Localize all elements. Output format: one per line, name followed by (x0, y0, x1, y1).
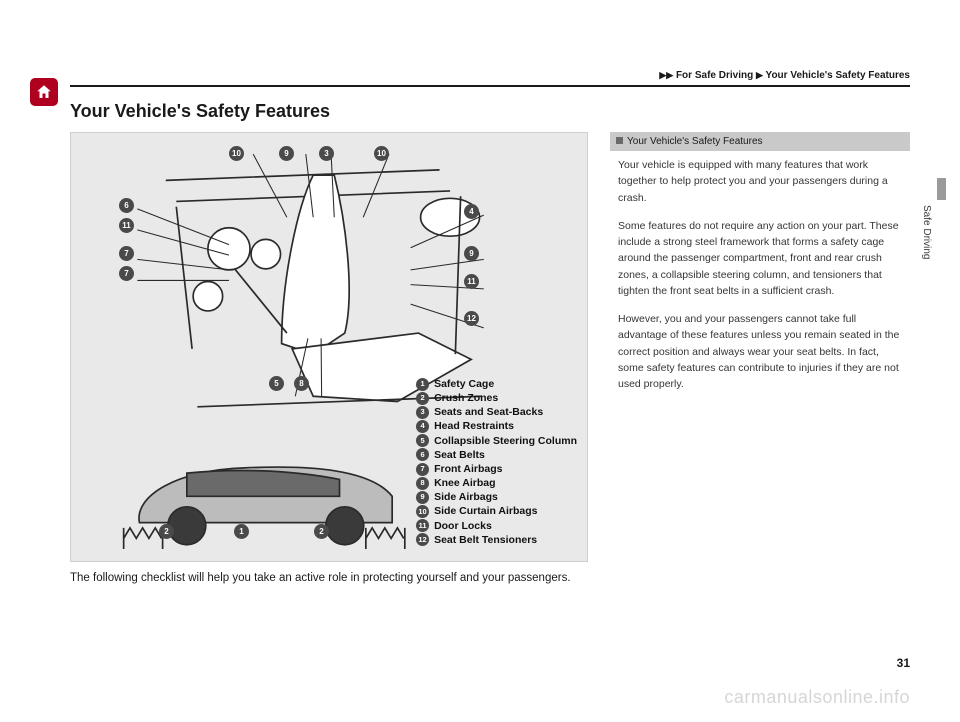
page-content: ▶▶ For Safe Driving ▶ Your Vehicle's Saf… (70, 70, 910, 682)
callout-bubble: 8 (294, 376, 309, 391)
legend-item: 10 Side Curtain Airbags (416, 504, 577, 518)
callout-bubble: 2 (314, 524, 329, 539)
legend-label: Seats and Seat-Backs (434, 405, 543, 419)
callout-bubble: 2 (159, 524, 174, 539)
info-header: Your Vehicle's Safety Features (610, 132, 910, 151)
callout-bubble: 9 (279, 146, 294, 161)
info-header-text: Your Vehicle's Safety Features (627, 136, 763, 147)
callout-bubble: 4 (464, 204, 479, 219)
callout-bubble: 10 (229, 146, 244, 161)
legend-label: Front Airbags (434, 462, 502, 476)
info-bullet-icon (616, 137, 623, 144)
legend-label: Safety Cage (434, 377, 494, 391)
legend-number-icon: 11 (416, 519, 429, 532)
legend-label: Seat Belt Tensioners (434, 533, 537, 547)
legend-number-icon: 5 (416, 434, 429, 447)
legend-item: 1 Safety Cage (416, 377, 577, 391)
legend-number-icon: 12 (416, 533, 429, 546)
callout-bubble: 9 (464, 246, 479, 261)
breadcrumb: ▶▶ For Safe Driving ▶ Your Vehicle's Saf… (70, 70, 910, 87)
legend-number-icon: 3 (416, 406, 429, 419)
legend-item: 6 Seat Belts (416, 448, 577, 462)
callout-bubble: 7 (119, 266, 134, 281)
info-paragraph: Some features do not require any action … (618, 218, 902, 299)
legend-number-icon: 1 (416, 378, 429, 391)
callout-bubble: 3 (319, 146, 334, 161)
callout-bubble: 1 (234, 524, 249, 539)
legend-label: Head Restraints (434, 419, 514, 433)
watermark: carmanualsonline.info (724, 687, 910, 708)
legend-label: Side Airbags (434, 490, 498, 504)
page-number: 31 (897, 656, 910, 670)
legend-number-icon: 6 (416, 448, 429, 461)
legend-label: Collapsible Steering Column (434, 434, 577, 448)
legend-number-icon: 10 (416, 505, 429, 518)
home-icon[interactable] (30, 78, 58, 106)
callout-bubble: 5 (269, 376, 284, 391)
legend-item: 9 Side Airbags (416, 490, 577, 504)
section-title: Your Vehicle's Safety Features (70, 101, 910, 122)
breadcrumb-arrow-icon: ▶ (756, 70, 763, 80)
legend-item: 8 Knee Airbag (416, 476, 577, 490)
legend-item: 3 Seats and Seat-Backs (416, 405, 577, 419)
legend-item: 2 Crush Zones (416, 391, 577, 405)
legend-label: Door Locks (434, 519, 492, 533)
callout-bubble: 11 (119, 218, 134, 233)
breadcrumb-arrow-icon: ▶▶ (659, 70, 673, 80)
legend-item: 12 Seat Belt Tensioners (416, 533, 577, 547)
legend-label: Side Curtain Airbags (434, 504, 537, 518)
legend-item: 4 Head Restraints (416, 419, 577, 433)
legend-item: 11 Door Locks (416, 519, 577, 533)
callout-bubble: 10 (374, 146, 389, 161)
info-paragraph: However, you and your passengers cannot … (618, 311, 902, 392)
breadcrumb-seg-1: For Safe Driving (676, 70, 753, 81)
breadcrumb-seg-2: Your Vehicle's Safety Features (766, 70, 910, 81)
legend-number-icon: 7 (416, 463, 429, 476)
legend-label: Seat Belts (434, 448, 485, 462)
legend-list: 1 Safety Cage 2 Crush Zones 3 Seats and Seat-… (416, 377, 577, 547)
callout-bubble: 11 (464, 274, 479, 289)
legend-number-icon: 4 (416, 420, 429, 433)
section-tab (937, 178, 946, 200)
section-side-label: Safe Driving (921, 205, 932, 259)
legend-item: 5 Collapsible Steering Column (416, 434, 577, 448)
legend-number-icon: 8 (416, 477, 429, 490)
info-paragraph: Your vehicle is equipped with many featu… (618, 157, 902, 206)
legend-label: Crush Zones (434, 391, 498, 405)
callout-bubble: 6 (119, 198, 134, 213)
safety-features-figure: 1093106117749111258212 1Safety Cage2Crus… (70, 132, 588, 562)
legend-number-icon: 9 (416, 491, 429, 504)
legend-item: 7 Front Airbags (416, 462, 577, 476)
callout-bubble: 7 (119, 246, 134, 261)
callout-bubble: 12 (464, 311, 479, 326)
legend-label: Knee Airbag (434, 476, 495, 490)
legend-number-icon: 2 (416, 392, 429, 405)
info-body: Your vehicle is equipped with many featu… (610, 151, 910, 392)
